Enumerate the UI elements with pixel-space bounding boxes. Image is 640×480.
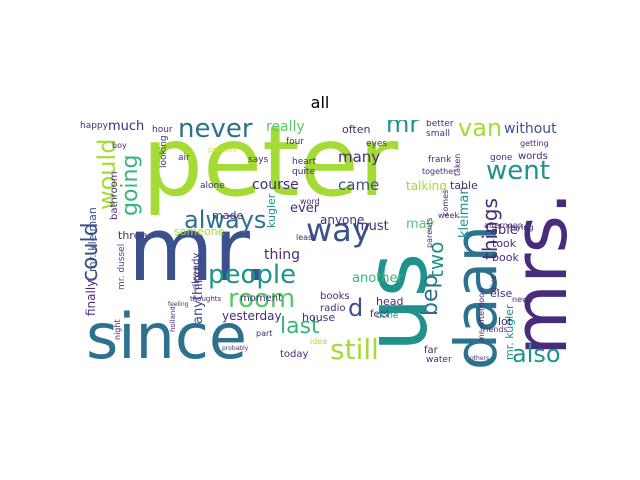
word-word: word <box>300 197 320 206</box>
word-moment: moment <box>240 293 283 304</box>
word-friends: taken <box>453 153 462 176</box>
word-parents: news <box>512 295 533 304</box>
word-others: give <box>489 275 498 292</box>
word-mr-kleiman: mr. kleiman <box>86 207 99 272</box>
word-book: book <box>492 251 519 264</box>
word-done: done <box>376 311 399 321</box>
word-ever: ever <box>290 201 320 216</box>
word-radio: radio <box>320 303 346 314</box>
word-night: night <box>113 319 122 340</box>
word-four: four <box>286 137 305 147</box>
word-gone: gone <box>490 153 513 163</box>
wordcloud-title: all <box>310 93 330 112</box>
word-without: without <box>504 121 557 137</box>
word-getting: getting <box>520 139 549 148</box>
word-mr: mr <box>386 120 420 138</box>
word-feel: feel <box>370 309 389 320</box>
word-d: d <box>348 294 364 322</box>
word-three: three <box>118 229 148 242</box>
word-boy: boy <box>112 141 127 150</box>
word-may: may <box>406 217 435 232</box>
word-far: far <box>424 345 438 356</box>
word-together: together <box>422 167 457 176</box>
word-anyone: anyone <box>320 213 365 227</box>
word-thoughts: feeling <box>168 301 189 308</box>
word-often: often <box>342 123 371 136</box>
word-else: else <box>490 287 513 300</box>
word-lot: lot <box>498 315 513 328</box>
word-table: table <box>450 179 478 192</box>
word-hour: hour <box>152 125 173 135</box>
word-give: friends <box>480 325 508 334</box>
word-finally: finally <box>84 279 98 316</box>
word-water: water <box>426 355 452 365</box>
word-frank: frank <box>428 155 452 165</box>
word-talking: talking <box>406 179 447 193</box>
word-peter: peter <box>142 120 399 218</box>
word-yes: thoughts <box>190 295 222 303</box>
word-happy: happy <box>80 121 108 131</box>
word-head: head <box>376 295 404 308</box>
word-made: made <box>212 209 244 222</box>
word-eyes: eyes <box>366 139 388 149</box>
word-thing: thing <box>264 247 301 263</box>
word-came: came <box>338 176 380 194</box>
word-says: says <box>248 155 269 165</box>
word-many: many <box>338 148 381 166</box>
word-idea: idea <box>310 337 328 346</box>
word-always: always <box>184 206 267 234</box>
word-quite: quite <box>292 167 315 177</box>
word-alone: alone <box>200 181 225 191</box>
word-comes: parents <box>425 217 434 248</box>
word-took: took <box>492 237 517 250</box>
word-part: part <box>256 329 273 338</box>
word-taken: comes <box>441 189 450 216</box>
word-small: small <box>426 129 450 139</box>
word-already: already <box>191 252 202 290</box>
word-van: van <box>458 120 503 142</box>
word-words: words <box>518 151 548 162</box>
word-much: much <box>108 120 145 134</box>
word-since: since <box>86 300 248 368</box>
word-course: course <box>252 177 299 193</box>
word-looking: looking <box>159 135 169 168</box>
word-better: better <box>426 120 454 129</box>
word-person: person <box>208 145 236 154</box>
word-cloud: peter mr. us mrs. since daan people alwa… <box>80 120 573 367</box>
word-heart: heart <box>292 157 316 167</box>
word-also: also <box>512 340 561 367</box>
word-mr-dot: mr. <box>128 198 270 301</box>
word-must: must <box>356 219 389 234</box>
word-still: still <box>330 333 379 366</box>
word-bep: bep <box>418 274 443 316</box>
word-someone: someone <box>174 225 225 238</box>
word-mr-dussel: mr. dussel <box>117 243 127 290</box>
word-really: really <box>266 120 305 135</box>
word-able: able <box>490 223 518 238</box>
word-news: week <box>438 211 460 220</box>
word-holland: probably <box>222 345 249 352</box>
word-week: trying <box>510 223 534 232</box>
word-yesterday: yesterday <box>222 309 282 323</box>
word-books: books <box>320 291 350 302</box>
word-house: house <box>302 311 336 324</box>
word-never: never <box>178 120 253 144</box>
word-feeling: holland <box>169 306 177 332</box>
word-kleiman: kleiman <box>457 186 472 238</box>
word-went: went <box>486 156 550 186</box>
word-room: room <box>228 284 296 314</box>
word-people: people <box>208 260 297 290</box>
word-last: last <box>280 314 320 339</box>
word-today: today <box>280 349 309 360</box>
word-bathroom: bathroom <box>109 171 120 220</box>
word-way: way <box>306 211 371 249</box>
word-probably: others <box>470 355 490 362</box>
word-going: going <box>118 154 143 216</box>
word-kugler: kugler <box>265 193 278 228</box>
word-another: another <box>352 271 403 286</box>
word-least: least <box>296 233 316 242</box>
word-trying: afternoon <box>484 221 523 230</box>
word-air: air <box>178 153 190 163</box>
